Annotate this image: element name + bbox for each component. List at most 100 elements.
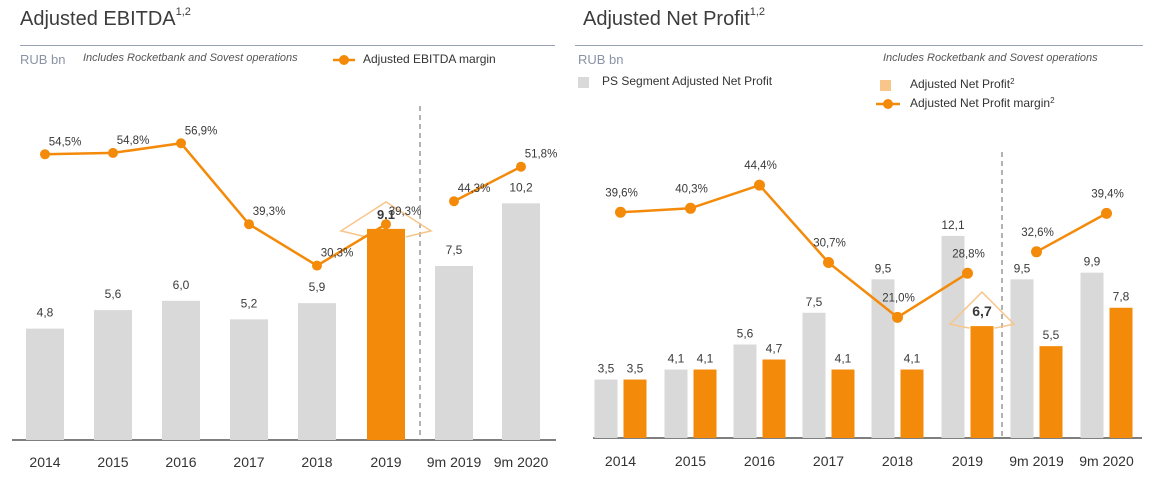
net-profit-value-label: 4,1	[904, 352, 921, 366]
segment-profit-bar-2016	[733, 344, 757, 438]
legend-margin-text: Adjusted Net Profit margin	[910, 96, 1051, 110]
ebitda-title-rule	[20, 45, 555, 46]
net-profit-scope-note: Includes Rocketbank and Sovest operation…	[883, 52, 1098, 64]
net-profit-legend-segment: PS Segment Adjusted Net Profit	[578, 74, 838, 90]
ebitda-value-label: 5,2	[241, 296, 258, 310]
ebitda-margin-point	[176, 138, 186, 149]
ebitda-x-tick-label: 9m 2019	[427, 454, 482, 470]
net-profit-bar-2019	[970, 326, 994, 438]
net-profit-legend-margin-label: Adjusted Net Profit margin2	[910, 96, 1055, 110]
net-profit-x-tick-label: 9m 2019	[1009, 453, 1064, 469]
ebitda-value-label: 6,0	[173, 278, 190, 292]
net-profit-margin-label: 30,7%	[813, 238, 846, 250]
ebitda-bar-2015	[94, 310, 132, 440]
segment-profit-bar-9m 2019	[1010, 279, 1034, 438]
net-profit-margin-label: 39,4%	[1091, 188, 1124, 200]
ebitda-margin-point	[244, 219, 254, 230]
ebitda-value-label: 5,6	[105, 287, 122, 301]
net-profit-margin-point	[962, 267, 973, 279]
ebitda-margin-point	[40, 149, 50, 160]
net-profit-value-label: 4,1	[835, 352, 852, 366]
ebitda-bar-9m 2019	[435, 266, 473, 440]
ebitda-title-text: Adjusted EBITDA	[20, 8, 176, 30]
ebitda-legend-line-marker	[333, 55, 355, 65]
ebitda-x-tick-label: 9m 2020	[494, 454, 549, 470]
net-profit-chart-title: Adjusted Net Profit1,2	[583, 6, 765, 31]
ebitda-margin-line-nine-months	[453, 165, 522, 203]
net-profit-x-tick-label: 2018	[882, 453, 913, 469]
ebitda-value-label: 4,8	[37, 306, 54, 320]
ebitda-value-label: 5,9	[309, 280, 326, 294]
net-profit-bar-2016	[762, 359, 786, 438]
segment-profit-bar-2019	[941, 235, 965, 438]
ebitda-legend-margin-label: Adjusted EBITDA margin	[363, 52, 496, 66]
net-profit-x-tick-label: 2017	[813, 453, 844, 469]
net-profit-legend-profit-label: Adjusted Net Profit2	[910, 77, 1015, 91]
legend-margin-footnote: 2	[1050, 96, 1055, 105]
ebitda-margin-label: 44,3%	[458, 183, 491, 195]
net-profit-margin-line-annual	[620, 183, 969, 319]
ebitda-margin-point	[516, 161, 526, 172]
ebitda-value-label: 7,5	[446, 243, 463, 257]
ebitda-margin-label: 39,3%	[253, 206, 286, 218]
legend-swatch-orange	[880, 80, 891, 91]
net-profit-x-tick-label: 2016	[744, 453, 775, 469]
net-profit-x-tick-label: 2019	[952, 453, 983, 469]
segment-profit-bar-2015	[664, 369, 688, 438]
ebitda-margin-point	[449, 196, 459, 207]
net-profit-value-label: 4,1	[697, 352, 714, 366]
ebitda-bar-2017	[230, 319, 268, 440]
ebitda-bar-2014	[26, 328, 64, 440]
net-profit-margin-point	[892, 311, 903, 323]
net-profit-margin-point	[1101, 207, 1112, 219]
segment-profit-value-label: 3,5	[598, 362, 615, 376]
ebitda-chart-title: Adjusted EBITDA1,2	[20, 6, 191, 31]
ebitda-value-label: 10,2	[509, 180, 533, 194]
net-profit-bar-9m 2020	[1109, 307, 1133, 438]
net-profit-x-tick-label: 9m 2020	[1079, 453, 1134, 469]
ebitda-margin-label: 54,8%	[117, 135, 150, 147]
ebitda-x-tick-label: 2016	[165, 454, 196, 470]
net-profit-value-label: 7,8	[1113, 290, 1130, 304]
net-profit-bar-9m 2019	[1039, 346, 1063, 438]
ebitda-margin-label: 30,3%	[321, 248, 354, 260]
net-profit-bar-2014	[623, 379, 647, 438]
segment-profit-value-label: 12,1	[941, 218, 965, 232]
segment-profit-value-label: 9,5	[1014, 261, 1031, 275]
legend-profit-footnote: 2	[1010, 77, 1015, 86]
ebitda-bar-2016	[162, 300, 200, 440]
ebitda-margin-point	[381, 219, 391, 230]
ebitda-growth-arrow	[339, 200, 433, 238]
ebitda-title-footnote: 1,2	[175, 6, 191, 18]
ebitda-unit-label: RUB bn	[20, 52, 66, 67]
ebitda-x-tick-label: 2014	[29, 454, 60, 470]
net-profit-margin-label: 40,3%	[675, 183, 708, 195]
ebitda-legend-margin: Adjusted EBITDA margin	[333, 52, 523, 68]
net-profit-bar-2018	[900, 369, 924, 438]
net-profit-legend-margin: Adjusted Net Profit margin2	[876, 96, 1116, 112]
net-profit-unit-label: RUB bn	[578, 52, 624, 67]
segment-profit-value-label: 5,6	[737, 326, 754, 340]
net-profit-title-text: Adjusted Net Profit	[583, 8, 750, 30]
net-profit-margin-point	[685, 202, 696, 214]
net-profit-margin-point	[823, 257, 834, 269]
net-profit-legend-profit: Adjusted Net Profit2	[880, 77, 1080, 93]
net-profit-bar-2015	[693, 369, 717, 438]
net-profit-margin-label: 32,6%	[1021, 227, 1054, 239]
ebitda-x-tick-label: 2017	[233, 454, 264, 470]
segment-profit-value-label: 9,9	[1084, 255, 1101, 269]
segment-profit-bar-9m 2020	[1080, 272, 1104, 438]
segment-profit-value-label: 4,1	[668, 352, 685, 366]
ebitda-bar-2019	[367, 228, 405, 440]
net-profit-margin-label: 39,6%	[605, 187, 638, 199]
ebitda-x-tick-label: 2019	[370, 454, 401, 470]
segment-profit-bar-2018	[871, 279, 895, 438]
ebitda-margin-label: 56,9%	[185, 125, 218, 137]
net-profit-margin-point	[1031, 246, 1042, 258]
ebitda-margin-label: 51,8%	[525, 149, 558, 161]
net-profit-x-tick-label: 2014	[605, 453, 636, 469]
net-profit-margin-label: 28,8%	[952, 248, 985, 260]
